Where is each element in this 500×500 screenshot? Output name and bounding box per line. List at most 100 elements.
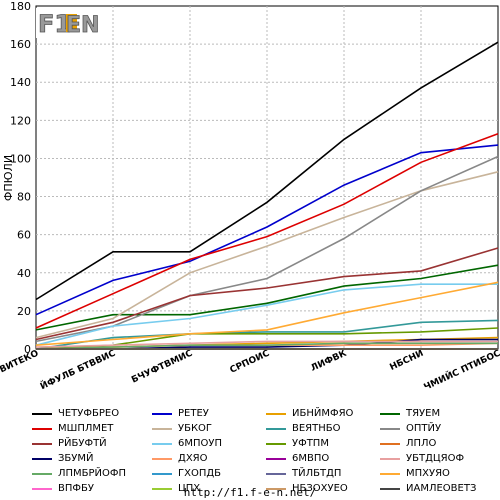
legend-item: МПХУЯО xyxy=(380,468,450,482)
y-tick-label: 120 xyxy=(10,114,31,127)
legend-label: МПХУЯО xyxy=(406,468,450,479)
x-tick-label: НБСНИ xyxy=(388,349,425,373)
legend-item: ЦПХ xyxy=(152,483,200,497)
y-tick-label: 180 xyxy=(10,0,31,13)
y-tick-label: 100 xyxy=(10,152,31,165)
y-tick-label: 140 xyxy=(10,76,31,89)
legend-swatch xyxy=(32,412,52,415)
legend-item: РЕТЕУ xyxy=(152,408,209,422)
legend-label: ВПФБУ xyxy=(58,483,94,494)
legend-swatch xyxy=(152,487,172,490)
legend-item: УБТДЦЯОФ xyxy=(380,453,464,467)
svg-text:EN: EN xyxy=(66,13,99,38)
legend-swatch xyxy=(152,457,172,460)
legend-label: ЧЕТУФБРЕО xyxy=(58,408,120,419)
legend-swatch xyxy=(32,442,52,445)
y-tick-label: 20 xyxy=(17,305,31,318)
legend-item: ИАМЛЕОВЕТЗ xyxy=(380,483,476,497)
legend-label: ТЯУЕМ xyxy=(406,408,441,419)
legend-swatch xyxy=(32,427,52,430)
legend-swatch xyxy=(32,472,52,475)
x-tick-label: ЛИФВК xyxy=(309,348,348,373)
legend-swatch xyxy=(266,442,286,445)
legend-item: ЛПЛО xyxy=(380,438,436,452)
legend-swatch xyxy=(32,457,52,460)
y-tick-label: 80 xyxy=(17,191,31,204)
x-tick-label: БВИТЕКО xyxy=(0,349,41,379)
legend-label: ЛПМБРЙОФП xyxy=(58,468,127,479)
legend-label: ГХОПДБ xyxy=(178,468,222,479)
series-line xyxy=(35,342,498,350)
legend-label: НБЗОХУЕО xyxy=(292,483,348,494)
legend-item: ТЙЛБТДП xyxy=(266,468,341,482)
legend-swatch xyxy=(380,487,400,490)
legend-swatch xyxy=(152,472,172,475)
legend-label: УФТПМ xyxy=(292,438,329,449)
legend-swatch xyxy=(266,457,286,460)
series-lines xyxy=(35,41,499,350)
series-line xyxy=(35,319,499,350)
footer-url[interactable]: http://f1.f-e-n.net/ xyxy=(183,486,317,499)
legend-swatch xyxy=(380,472,400,475)
legend-item: РЙБУФТЙ xyxy=(32,438,107,452)
legend-item: ГХОПДБ xyxy=(152,468,221,482)
legend-item: ТЯУЕМ xyxy=(380,408,440,422)
legend-label: ТЙЛБТДП xyxy=(292,468,342,479)
series-line xyxy=(35,144,499,316)
legend-label: ВЕЯТНБО xyxy=(292,423,341,434)
legend-label: ОПТЙУ xyxy=(406,423,442,434)
legend-item: ЗБУМЙ xyxy=(32,453,93,467)
f1en-logo: F1 EN xyxy=(36,8,100,38)
y-axis-label: ФПЮЛИ xyxy=(2,155,15,201)
legend-label: УБКОГ xyxy=(178,423,213,434)
legend-swatch xyxy=(380,427,400,430)
legend-swatch xyxy=(380,412,400,415)
legend-label: 6МПОУП xyxy=(178,438,222,449)
legend-swatch xyxy=(266,487,286,490)
legend-item: НБЗОХУЕО xyxy=(266,483,348,497)
legend-label: ДХЯО xyxy=(178,453,208,464)
series-line xyxy=(35,41,499,301)
x-tick-label: БЧУФТВМИС xyxy=(130,348,194,385)
legend-label: МШПЛМЕТ xyxy=(58,423,114,434)
x-tick-label: ЧМИЙС ПТИБОС xyxy=(422,347,500,393)
legend-swatch xyxy=(380,457,400,460)
legend-swatch xyxy=(266,472,286,475)
legend-item: ЛПМБРЙОФП xyxy=(32,468,126,482)
x-tick-label: СРПОИС xyxy=(228,348,271,375)
legend-swatch xyxy=(152,427,172,430)
legend-label: РЙБУФТЙ xyxy=(58,438,107,449)
legend-label: УБТДЦЯОФ xyxy=(406,453,465,464)
svg-text:F1: F1 xyxy=(38,10,71,38)
y-tick-labels: 0 20 40 60 80 100 120 140 160 180 xyxy=(10,0,31,356)
legend-swatch xyxy=(152,412,172,415)
x-tick-label: ЙФУЛБ БТВВИС xyxy=(38,347,117,393)
legend-swatch xyxy=(266,427,286,430)
legend-item: ВЕЯТНБО xyxy=(266,423,341,437)
legend-item: ОПТЙУ xyxy=(380,423,441,437)
legend-label: ИАМЛЕОВЕТЗ xyxy=(406,483,477,494)
legend-label: РЕТЕУ xyxy=(178,408,209,419)
series-line xyxy=(35,132,499,329)
legend-item: МШПЛМЕТ xyxy=(32,423,113,437)
series-line xyxy=(35,340,498,348)
legend-label: ИБНЙМФЯО xyxy=(292,408,354,419)
legend-label: ЛПЛО xyxy=(406,438,437,449)
legend-item: УБКОГ xyxy=(152,423,212,437)
legend-swatch xyxy=(266,412,286,415)
series-line xyxy=(35,281,499,346)
legend-swatch xyxy=(380,442,400,445)
legend-label: ЦПХ xyxy=(178,483,201,494)
y-tick-label: 160 xyxy=(10,38,31,51)
legend-item: ДХЯО xyxy=(152,453,207,467)
y-tick-label: 60 xyxy=(17,229,31,242)
legend-swatch xyxy=(32,487,52,490)
legend-label: ЗБУМЙ xyxy=(58,453,94,464)
legend-item: ВПФБУ xyxy=(32,483,94,497)
y-tick-label: 40 xyxy=(17,267,31,280)
legend-item: 6МПОУП xyxy=(152,438,222,452)
series-line xyxy=(35,283,498,346)
legend-item: УФТПМ xyxy=(266,438,329,452)
